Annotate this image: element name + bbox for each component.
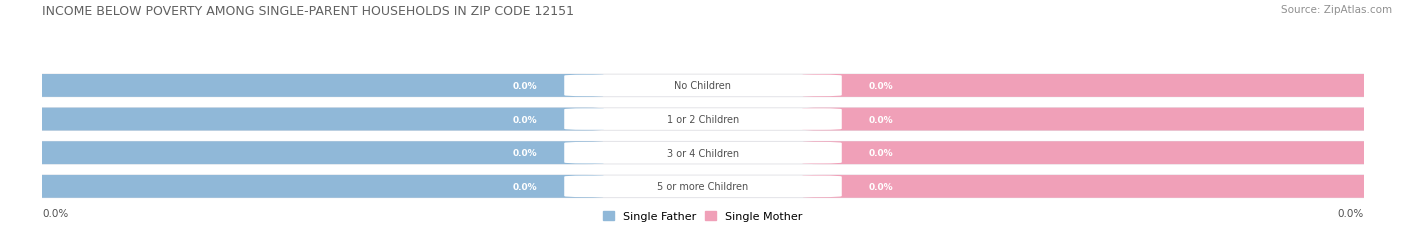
Text: 3 or 4 Children: 3 or 4 Children: [666, 148, 740, 158]
Text: 0.0%: 0.0%: [512, 149, 537, 158]
Text: 0.0%: 0.0%: [869, 115, 894, 124]
FancyBboxPatch shape: [15, 175, 1391, 198]
FancyBboxPatch shape: [15, 108, 1391, 131]
FancyBboxPatch shape: [564, 176, 842, 197]
Text: 0.0%: 0.0%: [869, 82, 894, 91]
Text: 0.0%: 0.0%: [42, 208, 69, 218]
Text: 0.0%: 0.0%: [512, 115, 537, 124]
Text: 1 or 2 Children: 1 or 2 Children: [666, 115, 740, 125]
FancyBboxPatch shape: [15, 141, 1391, 165]
Text: 0.0%: 0.0%: [869, 149, 894, 158]
Text: 0.0%: 0.0%: [512, 182, 537, 191]
FancyBboxPatch shape: [15, 74, 1391, 98]
Text: 0.0%: 0.0%: [512, 82, 537, 91]
FancyBboxPatch shape: [801, 175, 1384, 198]
Text: Source: ZipAtlas.com: Source: ZipAtlas.com: [1281, 5, 1392, 15]
Text: 5 or more Children: 5 or more Children: [658, 182, 748, 191]
Text: 0.0%: 0.0%: [869, 182, 894, 191]
FancyBboxPatch shape: [564, 75, 842, 97]
Text: No Children: No Children: [675, 81, 731, 91]
FancyBboxPatch shape: [22, 142, 605, 164]
FancyBboxPatch shape: [564, 109, 842, 130]
FancyBboxPatch shape: [564, 142, 842, 164]
FancyBboxPatch shape: [801, 142, 1384, 164]
FancyBboxPatch shape: [22, 175, 605, 198]
Text: 0.0%: 0.0%: [1337, 208, 1364, 218]
FancyBboxPatch shape: [801, 108, 1384, 131]
Legend: Single Father, Single Mother: Single Father, Single Mother: [599, 206, 807, 225]
FancyBboxPatch shape: [22, 108, 605, 131]
FancyBboxPatch shape: [22, 75, 605, 97]
Text: INCOME BELOW POVERTY AMONG SINGLE-PARENT HOUSEHOLDS IN ZIP CODE 12151: INCOME BELOW POVERTY AMONG SINGLE-PARENT…: [42, 5, 574, 18]
FancyBboxPatch shape: [801, 75, 1384, 97]
